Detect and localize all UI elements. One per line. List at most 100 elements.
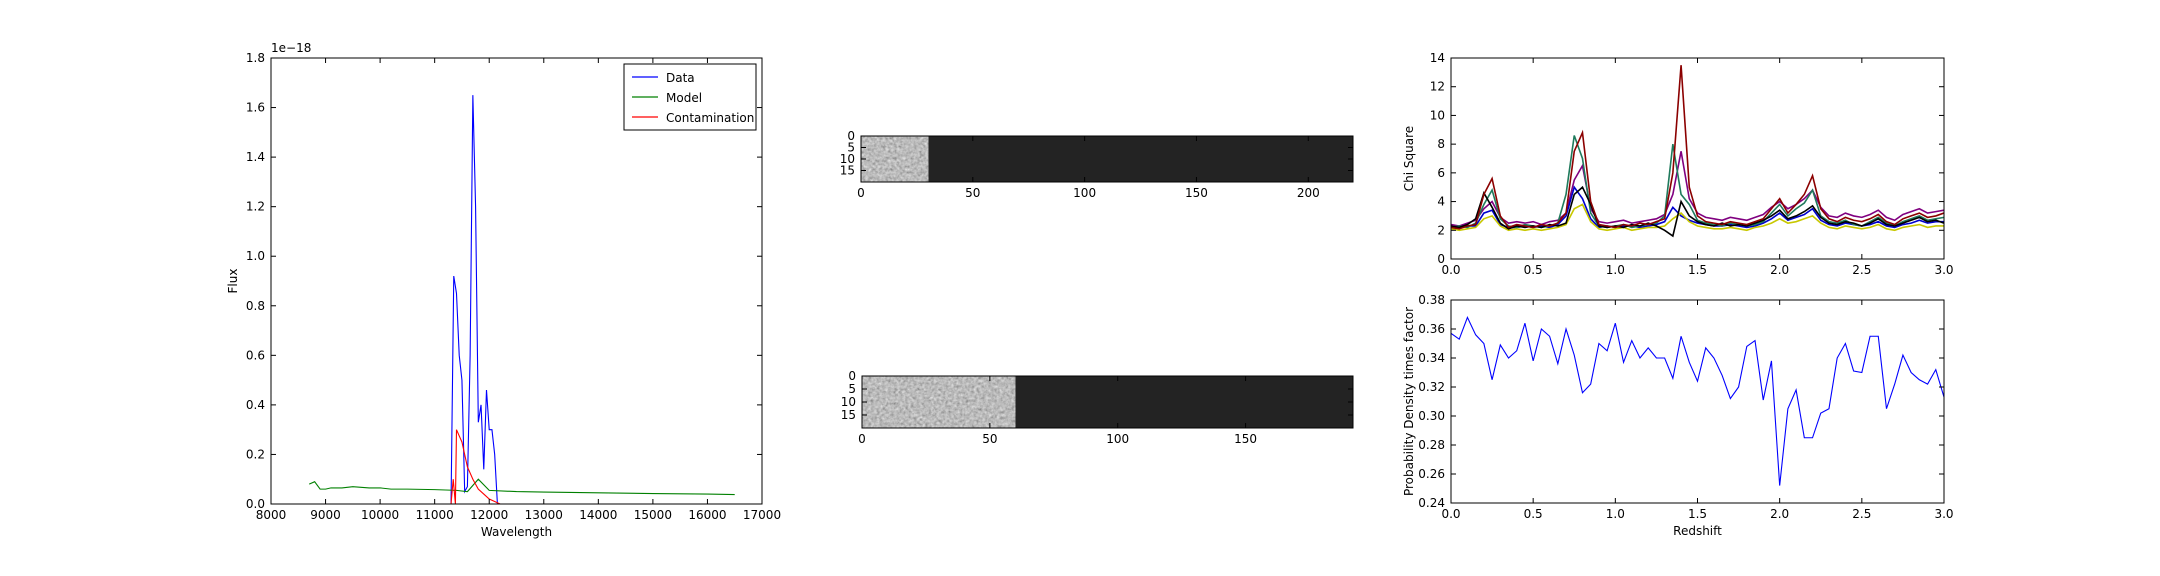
x-tick-label: 15000 [634,508,672,522]
x-tick-label: 2.5 [1852,263,1871,277]
x-tick-label: 3.0 [1934,263,1953,277]
y-tick-label: 15 [840,164,855,178]
x-tick-label: 8000 [256,508,287,522]
x-tick-label: 1.0 [1606,507,1625,521]
axes-frame [1450,299,1945,504]
x-tick-label: 10000 [361,508,399,522]
plot-area [1451,315,1944,486]
y-tick-label: 0.32 [1418,380,1445,394]
y-tick-label: 0.34 [1418,351,1445,365]
x-tick-label: 16000 [688,508,726,522]
line-series [1451,65,1944,230]
y-tick-label: 5 [847,141,855,155]
offset-text: 1e−18 [271,41,311,55]
y-tick-label: 0.0 [246,497,265,511]
y-tick-label: 1.0 [246,249,265,263]
x-tick-label: 9000 [310,508,341,522]
line-series [1451,185,1944,238]
x-tick-label: 2.5 [1852,507,1871,521]
y-tick-label: 1.4 [246,150,265,164]
x-tick-label: 13000 [525,508,563,522]
y-tick-label: 1.8 [246,51,265,65]
x-tick-label: 2.0 [1770,507,1789,521]
x-tick-label: 200 [1297,186,1320,200]
line-series [308,478,735,496]
legend-label: Contamination [666,111,754,125]
x-tick-label: 150 [1234,432,1257,446]
image-bright-region [861,136,929,182]
x-tick-label: 0.5 [1524,263,1543,277]
line-series [1451,203,1944,232]
legend-label: Data [666,71,695,85]
x-tick-label: 0.0 [1441,507,1460,521]
legend-label: Model [666,91,702,105]
image-background [861,136,1353,182]
y-tick-label: 6 [1437,166,1445,180]
line-series [450,95,498,504]
y-tick-label: 12 [1430,80,1445,94]
y-tick-label: 0.24 [1418,496,1445,510]
y-tick-label: 2 [1437,223,1445,237]
y-tick-label: 5 [848,382,856,396]
y-tick-label: 15 [841,408,856,422]
panel: 8000 9000 10000 11000 12000 13000 14000 15000 16… [226,41,781,539]
x-tick-label: 3.0 [1934,507,1953,521]
x-tick-label: 0.5 [1524,507,1543,521]
y-tick-label: 1.2 [246,200,265,214]
x-tick-label: 11000 [416,508,454,522]
x-tick-label: 14000 [579,508,617,522]
plot-area [308,95,735,504]
x-tick-label: 50 [982,432,997,446]
y-axis-label: Flux [226,269,240,294]
panel: 0.0 0.5 1.0 1.5 2.0 2.5 3.0 0 2 4 6 8 10 12 14 Chi Squa… [1402,51,1954,277]
x-tick-label: 1.5 [1688,263,1707,277]
y-tick-label: 0 [847,129,855,143]
y-tick-label: 0.38 [1418,293,1445,307]
x-tick-label: 2.0 [1770,263,1789,277]
x-tick-label: 100 [1106,432,1129,446]
image-bright-region [862,376,1016,428]
panel: 0.0 0.5 1.0 1.5 2.0 2.5 3.0 0.24 0.26 0.28 0.30 0.3… [1402,293,1954,538]
y-tick-label: 0.30 [1418,409,1445,423]
x-tick-label: 1.5 [1688,507,1707,521]
y-tick-label: 0.36 [1418,322,1445,336]
x-tick-label: 100 [1073,186,1096,200]
y-tick-label: 0.8 [246,299,265,313]
x-tick-label: 1.0 [1606,263,1625,277]
y-tick-label: 0 [1437,252,1445,266]
y-tick-label: 0 [848,369,856,383]
y-axis-label: Chi Square [1402,126,1416,191]
x-tick-label: 50 [965,186,980,200]
y-tick-label: 4 [1437,195,1445,209]
axes-frame [270,57,763,505]
x-tick-label: 0 [858,432,866,446]
x-tick-label: 17000 [743,508,781,522]
legend: Data Model Contamination [623,63,757,131]
y-tick-label: 0.4 [246,398,265,412]
y-tick-label: 0.2 [246,447,265,461]
x-axis-label: Wavelength [481,525,552,539]
y-tick-label: 0.28 [1418,438,1445,452]
y-tick-label: 10 [1430,108,1445,122]
x-tick-label: 12000 [470,508,508,522]
x-tick-label: 150 [1185,186,1208,200]
axes-frame [1450,57,1945,260]
plot-area [1451,65,1944,238]
y-tick-label: 14 [1430,51,1445,65]
y-axis-label: Probability Density times factor [1402,307,1416,496]
plot-area [862,376,1353,428]
plot-area [861,136,1353,182]
x-tick-label: 0 [857,186,865,200]
x-tick-label: 0.0 [1441,263,1460,277]
y-tick-label: 8 [1437,137,1445,151]
y-tick-label: 10 [841,395,856,409]
y-tick-label: 1.6 [246,101,265,115]
y-tick-label: 0.26 [1418,467,1445,481]
x-axis-label: Redshift [1673,524,1722,538]
y-tick-label: 0.6 [246,348,265,362]
y-tick-label: 10 [840,152,855,166]
